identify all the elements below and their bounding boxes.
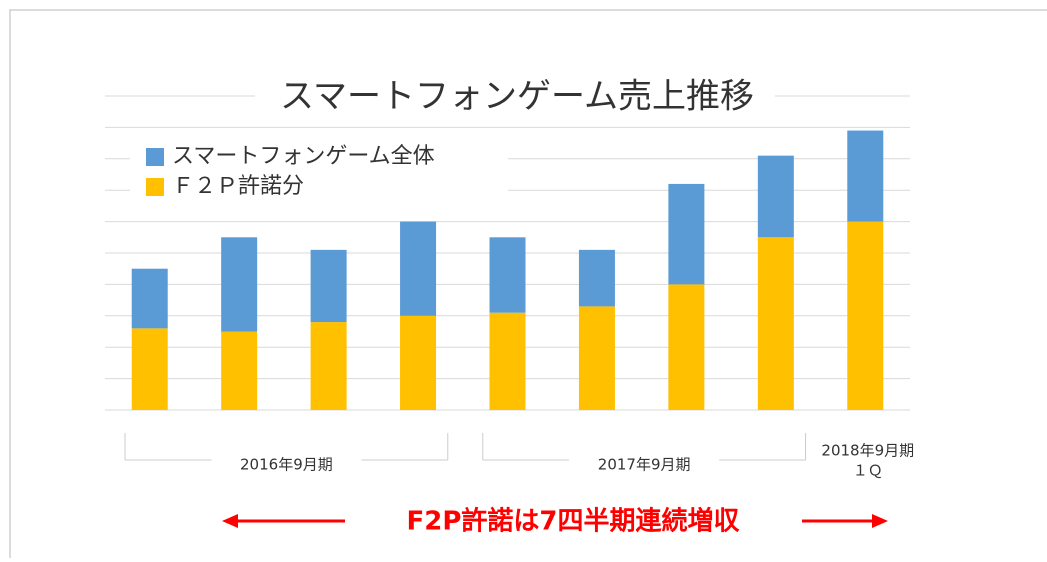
bar-segment bbox=[489, 312, 526, 410]
arrow-left-head bbox=[222, 514, 238, 528]
bar-segment bbox=[668, 284, 705, 410]
bar-segment bbox=[400, 315, 437, 410]
title-background bbox=[255, 72, 775, 122]
bar-segment bbox=[310, 249, 347, 323]
legend-swatch bbox=[146, 178, 164, 196]
bar-segment bbox=[131, 328, 168, 410]
bar-segment bbox=[131, 268, 168, 329]
group-label: 2017年9月期 bbox=[598, 456, 691, 474]
bar-segment bbox=[221, 331, 258, 410]
legend-label: スマートフォンゲーム全体 bbox=[172, 144, 435, 169]
legend-label: Ｆ２Ｐ許諾分 bbox=[172, 174, 304, 199]
bar-segment bbox=[310, 322, 347, 410]
bar-segment bbox=[489, 237, 526, 313]
chart-title: スマートフォンゲーム売上推移 bbox=[280, 77, 754, 117]
group-label: 2018年9月期 bbox=[821, 442, 914, 460]
annotation: F2P許諾は7四半期連続増収 bbox=[407, 506, 741, 537]
group-label: 2016年9月期 bbox=[240, 456, 333, 474]
bar-segment bbox=[578, 306, 615, 410]
bar-segment bbox=[668, 183, 705, 285]
bar-segment bbox=[757, 155, 794, 238]
group-label: １Ｑ bbox=[853, 462, 883, 480]
legend-background bbox=[130, 136, 508, 206]
marks bbox=[131, 130, 884, 410]
arrow-right-head bbox=[872, 514, 888, 528]
bar-segment bbox=[221, 237, 258, 332]
bar-segment bbox=[847, 130, 884, 222]
bar-segment bbox=[578, 249, 615, 307]
legend-swatch bbox=[146, 148, 164, 166]
bar-segment bbox=[757, 237, 794, 410]
bar-segment bbox=[400, 221, 437, 316]
bar-segment bbox=[847, 221, 884, 410]
